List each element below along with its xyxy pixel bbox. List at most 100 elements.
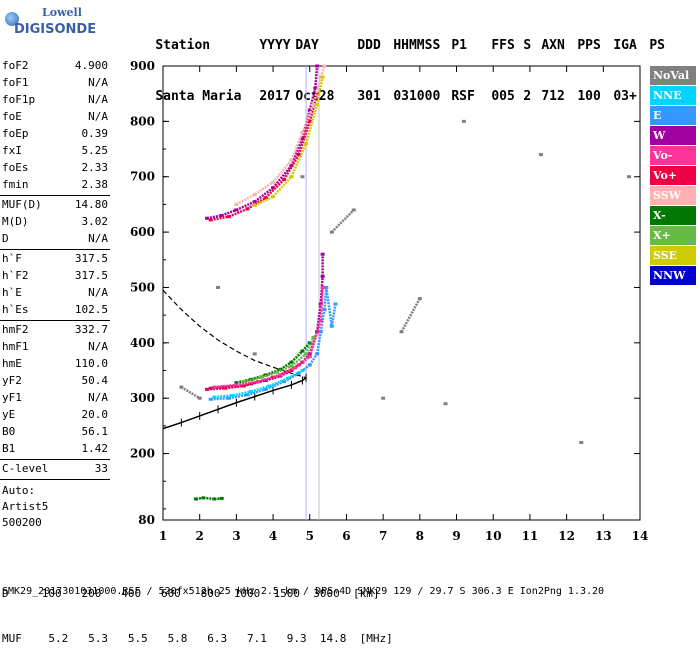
trace-segment (264, 178, 285, 199)
param-value: N/A (88, 286, 108, 299)
trace-segment (308, 320, 322, 358)
x-tick-label: 4 (269, 529, 277, 543)
data-point-noval (252, 352, 257, 356)
param-row: fmin 2.38 (0, 177, 110, 194)
trace-segment (195, 496, 204, 501)
d-distance-row: D 100 200 400 600 800 1000 1500 3000 [km… (2, 587, 380, 600)
header-labels: Station YYYY DAY DDD HHMMSS P1 FFS S AXN PPS IGA PS (124, 20, 669, 71)
param-value: N/A (88, 340, 108, 353)
logo-line2: DIGISONDE (14, 22, 97, 37)
trace-segment (180, 386, 201, 400)
data-point-noval (626, 175, 631, 179)
trace-segment (301, 342, 311, 352)
trace-segment (308, 87, 317, 111)
param-row: yF1 N/A (0, 390, 110, 407)
data-point-noval (443, 402, 448, 406)
trace-segment (308, 93, 319, 122)
digisonde-logo: Lowell DIGISONDE (2, 4, 97, 48)
header-label-ddd: DDD (357, 38, 381, 53)
trace-segment (225, 384, 244, 390)
trace-segment (268, 377, 289, 388)
param-value: 0.39 (81, 127, 109, 140)
param-row: h`E N/A (0, 285, 110, 302)
param-row: foF1p N/A (0, 92, 110, 109)
param-value: N/A (88, 110, 108, 123)
header-value-hhmmss: 031000 (393, 89, 441, 104)
trace-segment (214, 383, 237, 389)
header-value-s: 2 (523, 89, 532, 104)
param-key: yF1 (2, 391, 22, 404)
param-key: fmin (2, 178, 29, 191)
y-tick-label: 800 (130, 114, 155, 128)
trace-segment (243, 375, 263, 383)
param-key: foF1p (2, 93, 36, 106)
param-value: 1.42 (81, 442, 109, 455)
trace-segment (236, 380, 259, 387)
param-key: hmF2 (2, 323, 29, 336)
param-key: h`F (2, 252, 22, 265)
param-key: yE (2, 408, 16, 421)
param-value: 33 (94, 462, 108, 475)
param-separator (0, 459, 110, 460)
trace-segment (290, 352, 307, 368)
param-key: h`E (2, 286, 22, 299)
param-key: B0 (2, 425, 16, 438)
legend-item: Vo- (650, 146, 696, 165)
trace-segment (253, 186, 274, 203)
param-row: h`F 317.5 (0, 251, 110, 268)
data-point-noval (300, 175, 305, 179)
y-tick-label: 300 (130, 391, 155, 405)
muf-row: MUF 5.2 5.3 5.5 5.8 6.3 7.1 9.3 14.8 [MH… (2, 632, 393, 645)
param-value: 317.5 (74, 269, 108, 282)
trace-segment (279, 366, 296, 377)
param-key: foE (2, 110, 22, 123)
param-value: 102.5 (74, 303, 108, 316)
trace-segment (312, 76, 322, 106)
param-row: M(D) 3.02 (0, 214, 110, 231)
param-separator (0, 320, 110, 321)
param-row: B1 1.42 (0, 441, 110, 458)
trace-segment (287, 369, 304, 380)
muf-table: D 100 200 400 600 800 1000 1500 3000 [km… (2, 556, 393, 661)
trace-segment (304, 104, 319, 144)
trace-segment (246, 196, 267, 210)
param-value: 4.900 (74, 59, 108, 72)
param-key: hmF1 (2, 340, 29, 353)
param-key: yF2 (2, 374, 22, 387)
x-tick-label: 1 (159, 529, 167, 543)
header-value-station: Santa Maria (155, 89, 242, 104)
param-value: 14.80 (74, 198, 108, 211)
trace-segment (247, 388, 267, 397)
legend-item: SSW (650, 186, 696, 205)
trace-segment (290, 350, 304, 364)
y-tick-label: 200 (130, 447, 155, 461)
x-tick-label: 2 (196, 529, 204, 543)
param-row: yE 20.0 (0, 407, 110, 424)
param-value: 332.7 (74, 323, 108, 336)
ionogram-parameters: foF2 4.900 foF1 N/A foF1p N/A foE N/A foEp 0.39 fx… (0, 58, 110, 481)
header-label-s: S (523, 38, 532, 53)
header-label-pps: PPS (577, 38, 601, 53)
param-key: M(D) (2, 215, 29, 228)
param-key: h`F2 (2, 269, 29, 282)
ionogram-chart: 1 2 3 4 5 6 7 8 9 10 11 12 13 14802003004005006007008… (130, 59, 648, 543)
trace-segment (206, 386, 226, 391)
auto-artist: Artist5 (2, 500, 49, 513)
trace-segment (210, 396, 230, 401)
param-row: D N/A (0, 231, 110, 248)
param-row: h`F2 317.5 (0, 268, 110, 285)
trace-segment (283, 153, 300, 181)
trace-segment (250, 384, 270, 393)
param-row: foF1 N/A (0, 75, 110, 92)
trace-segment (206, 214, 222, 220)
trace-segment (258, 373, 281, 383)
param-value: N/A (88, 232, 108, 245)
logo-line1: Lowell (42, 6, 82, 19)
header-value-yyyy: 2017 (259, 89, 291, 104)
param-value: 110.0 (74, 357, 108, 370)
header-label-station: Station (155, 38, 211, 53)
trace-segment (272, 159, 293, 184)
param-key: foEs (2, 161, 29, 174)
param-key: MUF(D) (2, 198, 42, 211)
param-key: B1 (2, 442, 16, 455)
